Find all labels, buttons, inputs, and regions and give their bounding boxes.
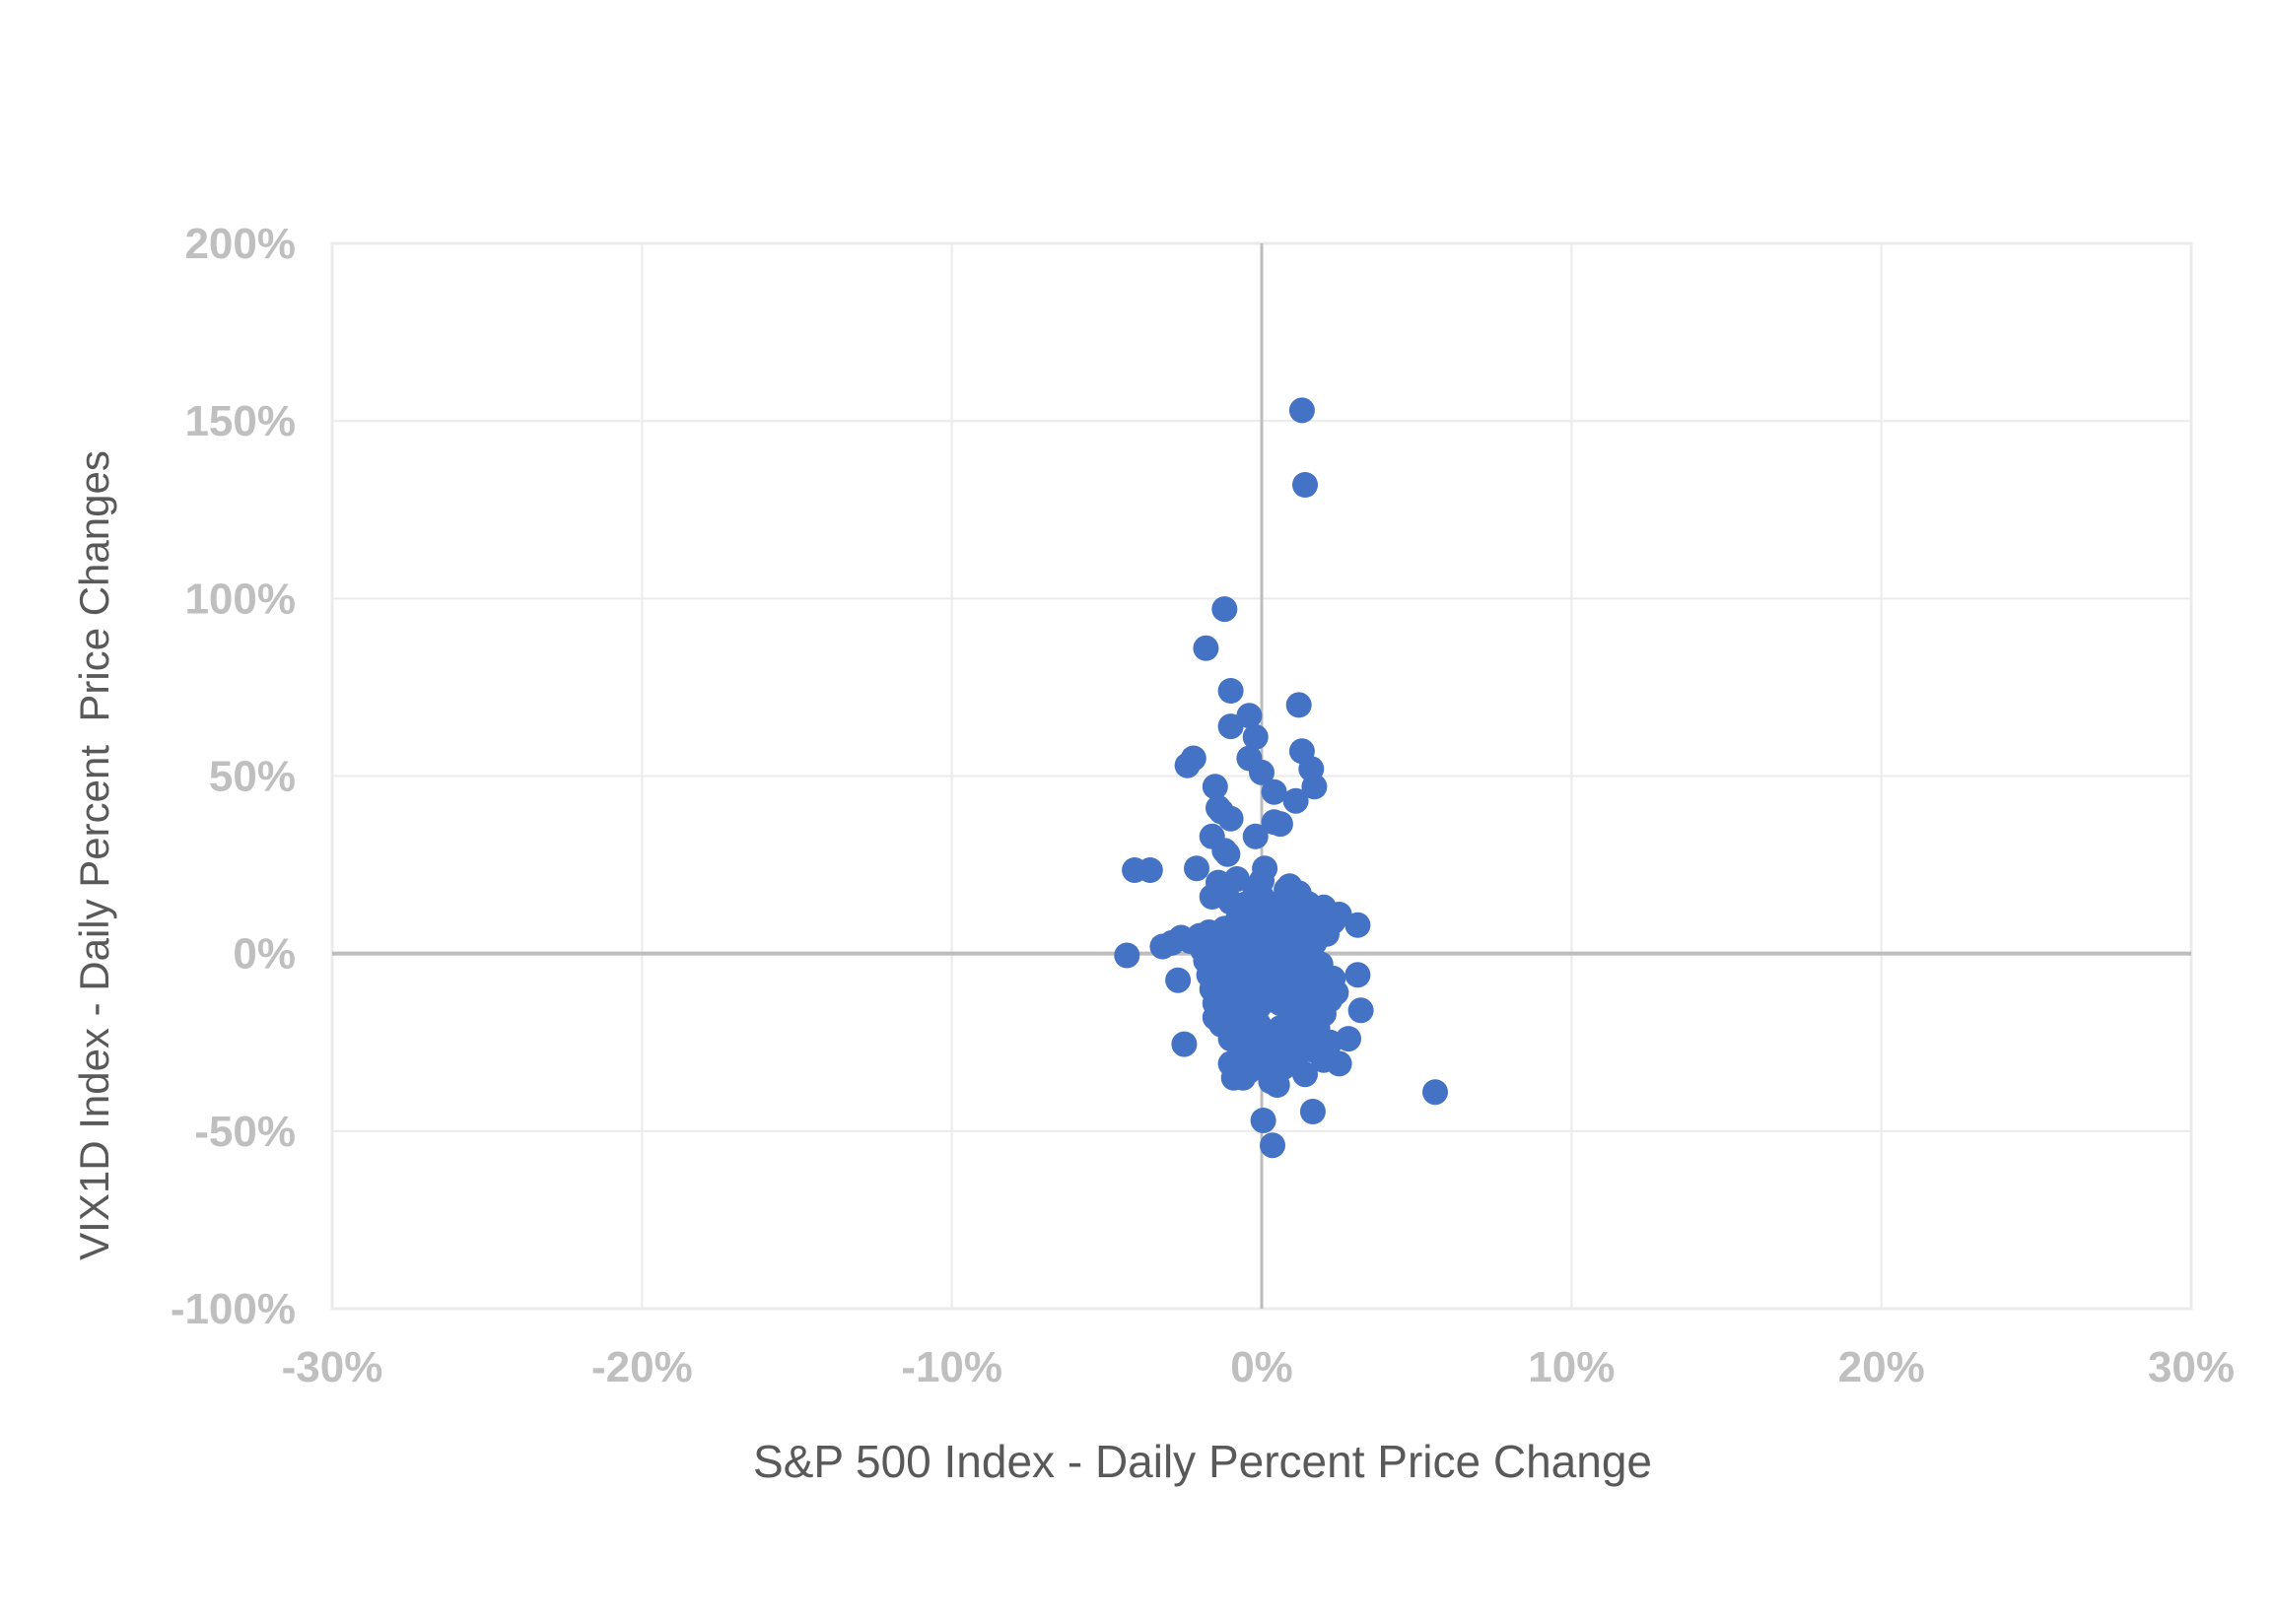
x-tick-label: 0% xyxy=(1230,1343,1293,1391)
scatter-point xyxy=(1301,774,1328,800)
scatter-point xyxy=(1292,472,1318,498)
scatter-point xyxy=(1236,703,1263,729)
scatter-point xyxy=(1242,823,1269,849)
x-tick-label: -10% xyxy=(901,1343,1002,1391)
x-tick-label: 20% xyxy=(1838,1343,1925,1391)
scatter-point xyxy=(1285,692,1312,718)
x-tick-label: -30% xyxy=(282,1343,383,1391)
scatter-point xyxy=(1323,980,1349,1006)
scatter-point xyxy=(1422,1079,1448,1106)
scatter-point xyxy=(1242,723,1269,750)
scatter-point xyxy=(1267,811,1293,838)
scatter-point xyxy=(1317,1029,1344,1055)
scatter-point xyxy=(1137,857,1163,883)
scatter-point xyxy=(1260,1132,1285,1159)
scatter-point xyxy=(1193,635,1219,661)
scatter-point xyxy=(1276,873,1303,900)
y-tick-label: 50% xyxy=(209,753,296,801)
scatter-point xyxy=(1165,967,1192,993)
y-tick-label: 0% xyxy=(233,930,296,979)
scatter-point xyxy=(1344,962,1371,988)
y-tick-label: -100% xyxy=(171,1285,296,1333)
scatter-point xyxy=(1347,997,1374,1024)
scatter-point xyxy=(1264,1072,1290,1098)
scatter-point xyxy=(1220,1064,1247,1091)
y-tick-label: 150% xyxy=(184,397,296,445)
scatter-point xyxy=(1199,884,1225,910)
scatter-point xyxy=(1344,912,1371,938)
x-tick-label: 30% xyxy=(2148,1343,2235,1391)
scatter-point xyxy=(1292,1061,1318,1088)
scatter-point xyxy=(1211,596,1238,623)
y-tick-label: -50% xyxy=(194,1108,296,1156)
scatter-point xyxy=(1214,841,1241,867)
scatter-point xyxy=(1202,774,1228,800)
scatter-point xyxy=(1171,1031,1198,1057)
scatter-point xyxy=(1299,1099,1326,1124)
x-tick-label: 10% xyxy=(1528,1343,1615,1391)
x-axis-title: S&P 500 Index - Daily Percent Price Chan… xyxy=(753,1436,1652,1487)
scatter-point xyxy=(1174,752,1201,778)
scatter-point xyxy=(1261,778,1287,805)
scatter-point xyxy=(1184,855,1209,882)
y-tick-label: 200% xyxy=(184,220,296,268)
scatter-point xyxy=(1242,876,1269,903)
scatter-point xyxy=(1217,678,1244,704)
scatter-point xyxy=(1217,713,1244,740)
scatter-point xyxy=(1249,759,1275,785)
x-tick-label: -20% xyxy=(591,1343,693,1391)
y-tick-label: 100% xyxy=(184,575,296,623)
y-axis-title: VIX1D Index - Daily Percent Price Change… xyxy=(71,450,117,1260)
scatter-point xyxy=(1114,942,1140,969)
scatter-point xyxy=(1282,787,1309,814)
scatter-point xyxy=(1320,909,1346,935)
scatter-point xyxy=(1288,397,1315,424)
scatter-point xyxy=(1217,805,1244,832)
scatter-point xyxy=(1250,1108,1276,1133)
